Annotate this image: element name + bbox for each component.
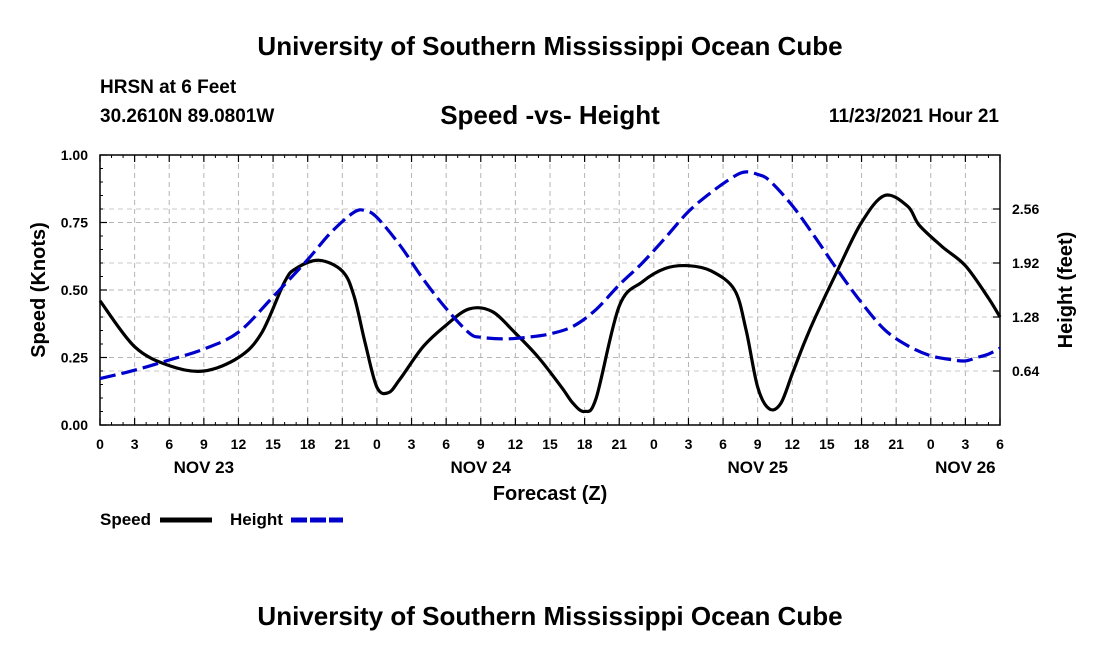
- series-line-speed: [98, 193, 1002, 414]
- day-label: NOV 25: [727, 458, 787, 477]
- x-tick-label: 9: [200, 436, 208, 452]
- x-tick-label: 15: [542, 436, 558, 452]
- x-tick-label: 3: [961, 436, 969, 452]
- grid-lines: [100, 155, 1000, 425]
- y-tick-label: 0.25: [61, 350, 88, 366]
- chart-title: Speed -vs- Height: [440, 100, 660, 130]
- coords-label: 30.2610N 89.0801W: [100, 106, 275, 127]
- x-tick-label: 21: [335, 436, 351, 452]
- y-tick-label: 0.00: [61, 417, 88, 433]
- x-tick-label: 0: [96, 436, 104, 452]
- x-tick-label: 6: [996, 436, 1004, 452]
- legend-label-height: Height: [230, 510, 283, 529]
- x-tick-label: 3: [685, 436, 693, 452]
- x-tick-label: 6: [719, 436, 727, 452]
- y2-axis-label: Height (feet): [1055, 232, 1077, 349]
- x-axis-label: Forecast (Z): [493, 483, 607, 505]
- x-tick-label: 6: [442, 436, 450, 452]
- x-tick-label: 3: [131, 436, 139, 452]
- y2-tick-label: 2.56: [1012, 201, 1039, 217]
- series-line-height: [99, 170, 1001, 381]
- y-axis-label: Speed (Knots): [28, 222, 50, 358]
- x-tick-label: 18: [577, 436, 593, 452]
- x-tick-label: 0: [373, 436, 381, 452]
- x-tick-label: 12: [785, 436, 801, 452]
- y-tick-label: 0.75: [61, 215, 88, 231]
- station-label: HRSN at 6 Feet: [100, 77, 237, 98]
- chart: 0 3 6 9 12 15 18 21 0 3 6 9 12 15 18 21 0 3 6 9 12 15 18 21 0 3 6 0…: [28, 147, 1077, 529]
- page-title: University of Southern Mississippi Ocean…: [257, 31, 843, 61]
- day-label: NOV 24: [451, 458, 512, 477]
- y-tick-label: 1.00: [61, 147, 88, 163]
- y2-tick-label: 1.28: [1012, 309, 1039, 325]
- y-tick-label: 0.50: [61, 282, 88, 298]
- y2-tick-label: 0.64: [1012, 363, 1039, 379]
- x-tick-label: 18: [854, 436, 870, 452]
- day-label: NOV 26: [935, 458, 995, 477]
- y2-tick-label: 1.92: [1012, 255, 1039, 271]
- x-tick-label: 0: [927, 436, 935, 452]
- tick-labels: 0 3 6 9 12 15 18 21 0 3 6 9 12 15 18 21 0 3 6 9 12 15 18 21 0 3 6 0…: [61, 147, 1040, 477]
- x-tick-label: 9: [754, 436, 762, 452]
- legend: Speed Height: [100, 510, 343, 529]
- x-tick-label: 12: [231, 436, 247, 452]
- x-tick-label: 15: [819, 436, 835, 452]
- x-tick-label: 3: [408, 436, 416, 452]
- x-tick-label: 15: [265, 436, 281, 452]
- x-tick-label: 12: [508, 436, 524, 452]
- day-label: NOV 23: [174, 458, 234, 477]
- plot-frame: [99, 154, 1001, 426]
- x-tick-label: 21: [888, 436, 904, 452]
- footer-title: University of Southern Mississippi Ocean…: [257, 601, 843, 631]
- x-tick-label: 6: [165, 436, 173, 452]
- series-lines: [98, 170, 1002, 414]
- x-tick-label: 21: [611, 436, 627, 452]
- x-tick-label: 9: [477, 436, 485, 452]
- legend-label-speed: Speed: [100, 510, 151, 529]
- x-tick-label: 0: [650, 436, 658, 452]
- x-tick-label: 18: [300, 436, 316, 452]
- datetime-label: 11/23/2021 Hour 21: [828, 106, 999, 127]
